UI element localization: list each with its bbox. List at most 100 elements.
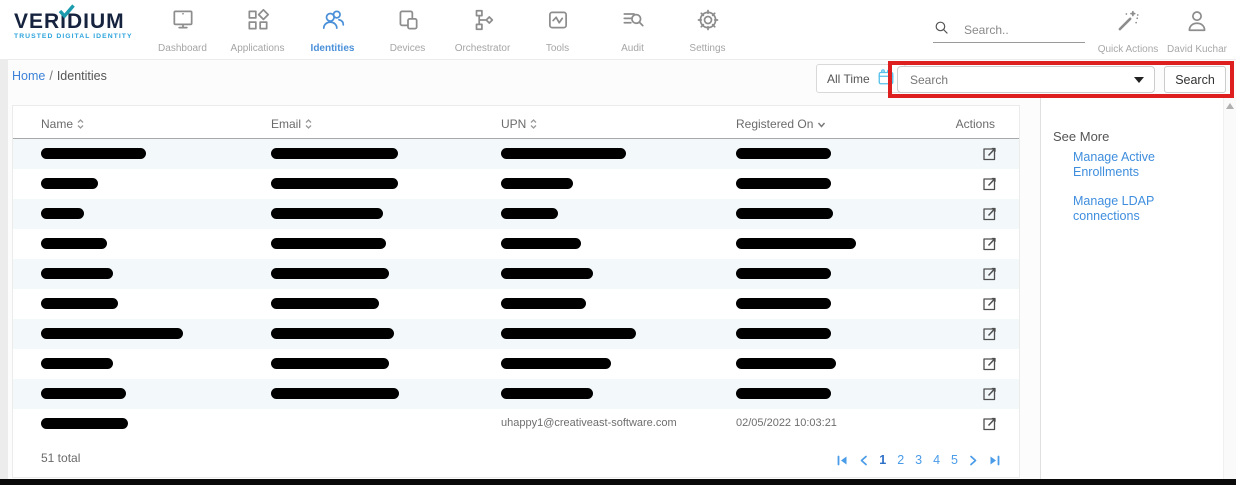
redacted-upn-value [501,208,558,219]
search-submit-button[interactable]: Search [1164,66,1226,93]
page-number[interactable]: 3 [915,453,923,467]
open-external-icon[interactable] [982,356,997,376]
table-header-row: Name Email UPN Registered On Actions [13,106,1019,139]
nav-label: Devices [389,43,426,54]
redacted-upn-value [501,238,581,249]
search-icon [933,19,950,41]
logo-wordmark: VERIDIUM [14,10,125,33]
redacted-upn-value [501,388,593,399]
breadcrumb-home-link[interactable]: Home [12,69,46,83]
sort-both-icon [530,119,537,129]
table-row [13,169,1019,199]
dashboard-monitor-icon [170,7,196,38]
breadcrumb-current: Identities [56,69,107,83]
nav-item-settings[interactable]: Settings [670,7,745,54]
user-avatar-icon [1184,8,1210,39]
open-external-icon[interactable] [982,386,997,406]
redacted-reg-value [736,208,833,219]
column-header-registered-on[interactable]: Registered On [736,117,826,131]
logo-check-icon [58,4,75,24]
devices-icon [395,7,421,38]
sidebar-scrollbar[interactable] [1223,97,1236,479]
page-number-current[interactable]: 1 [879,453,887,467]
redacted-upn-value [501,328,636,339]
sort-both-icon [77,119,84,129]
column-header-upn[interactable]: UPN [501,117,537,131]
column-label: Registered On [736,117,814,131]
nav-item-applications[interactable]: Applications [220,7,295,54]
upn-cell-text: uhappy1@creativeast-software.com [501,417,677,429]
redacted-email-value [271,208,383,219]
page-number[interactable]: 4 [933,453,941,467]
page-number[interactable]: 2 [897,453,905,467]
open-external-icon[interactable] [982,296,997,316]
nav-label: Orchestrator [454,43,511,54]
redacted-reg-value [736,388,831,399]
table-row [13,379,1019,409]
global-search-input[interactable]: Search.. [933,17,1085,43]
redacted-name-value [41,208,84,219]
next-page-icon[interactable] [969,455,978,466]
redacted-reg-value [736,178,831,189]
nav-item-identities[interactable]: Identities [295,7,370,54]
page-number[interactable]: 5 [951,453,958,467]
search-filter-dropdown[interactable]: Search [897,66,1155,93]
last-page-icon[interactable] [989,455,1001,466]
redacted-reg-value [736,148,831,159]
annotation-highlight-box [888,61,1234,98]
redacted-upn-value [501,178,573,189]
pagination: 1 2 3 4 5 [836,453,1001,467]
nav-item-devices[interactable]: Devices [370,7,445,54]
nav-label: Dashboard [158,43,207,54]
nav-item-orchestrator[interactable]: Orchestrator [445,7,520,54]
open-external-icon[interactable] [982,326,997,346]
open-external-icon[interactable] [982,206,997,226]
nav-item-dashboard[interactable]: Dashboard [145,7,220,54]
veridium-logo[interactable]: VERIDIUM TRUSTED DIGITAL IDENTITY [14,4,133,40]
column-header-email[interactable]: Email [271,117,312,131]
open-external-icon[interactable] [982,416,997,436]
open-external-icon[interactable] [982,176,997,196]
redacted-email-value [271,298,379,309]
open-external-icon[interactable] [982,146,997,166]
manage-ldap-connections-link[interactable]: Manage LDAP connections [1073,194,1155,223]
identities-users-icon [320,7,346,38]
total-count-label: 51 total [41,451,81,465]
quick-actions-label: Quick Actions [1097,44,1159,55]
table-row [13,319,1019,349]
column-label: Actions [955,117,995,131]
redacted-email-value [271,328,394,339]
nav-item-audit[interactable]: Audit [595,7,670,54]
redacted-name-value [41,388,126,399]
nav-item-tools[interactable]: Tools [520,7,595,54]
column-label: Email [271,117,302,131]
user-menu[interactable]: David Kuchar [1166,8,1228,55]
orchestrator-flow-icon [470,7,496,38]
window-bottom-edge [0,479,1236,485]
table-row [13,199,1019,229]
previous-page-icon[interactable] [859,455,868,466]
open-external-icon[interactable] [982,236,997,256]
column-header-name[interactable]: Name [41,117,84,131]
global-search-placeholder: Search.. [964,22,1009,37]
sort-both-icon [305,119,312,129]
first-page-icon[interactable] [836,455,848,466]
chevron-down-icon [1134,76,1144,83]
redacted-email-value [271,148,398,159]
nav-label: Identities [310,43,355,54]
open-external-icon[interactable] [982,266,997,286]
column-label: UPN [501,117,527,131]
manage-active-enrollments-link[interactable]: Manage Active Enrollments [1073,150,1155,179]
magic-wand-icon [1115,8,1141,39]
time-range-label: All Time [827,71,870,86]
breadcrumb: Home / Identities [12,69,107,83]
table-body: uhappy1@creativeast-software.com 02/05/20… [13,139,1019,439]
redacted-name-value [41,328,183,339]
column-header-actions: Actions [956,117,995,131]
sort-desc-icon [818,122,826,128]
redacted-name-value [41,298,118,309]
redacted-reg-value [736,238,856,249]
table-row [13,259,1019,289]
table-row [13,229,1019,259]
quick-actions-button[interactable]: Quick Actions [1096,8,1160,55]
